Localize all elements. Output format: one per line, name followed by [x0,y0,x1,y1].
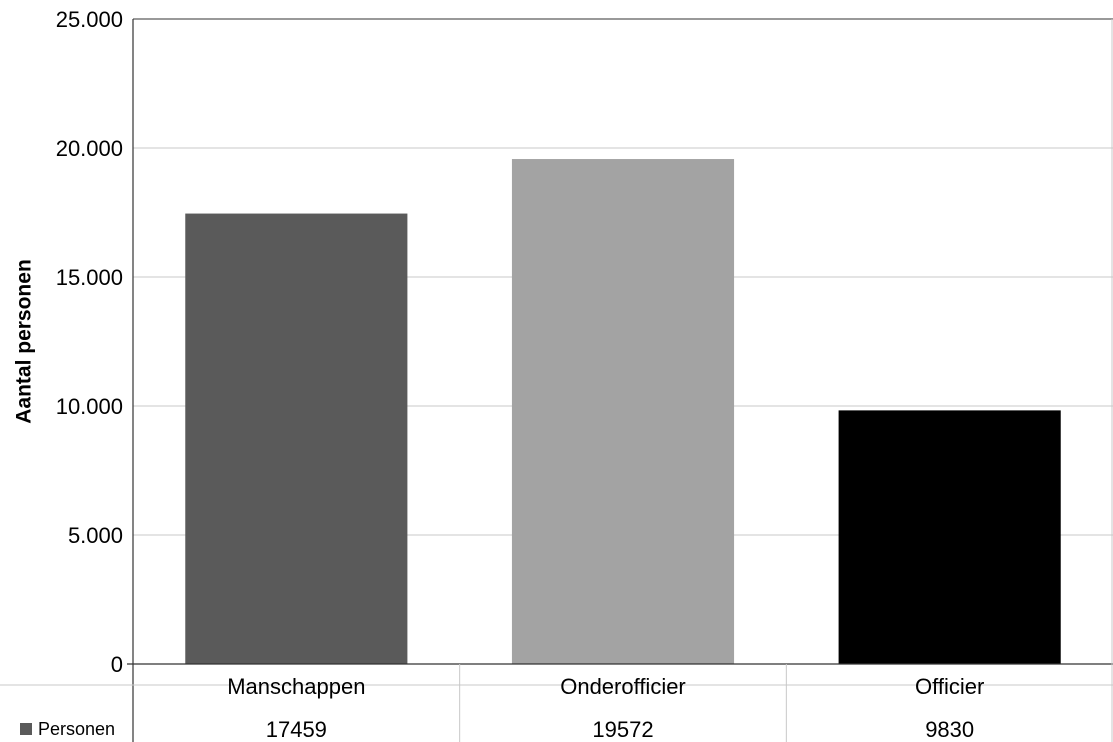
y-tick-labels: 0 5.000 10.000 15.000 20.000 25.000 [56,7,123,677]
data-table: Personen [20,719,115,739]
y-tick-label: 5.000 [68,523,123,548]
category-label: Officier [915,674,984,699]
value-label: 9830 [925,717,974,742]
bar-onderofficier [512,159,734,664]
y-tick-label: 25.000 [56,7,123,32]
value-label: 17459 [266,717,327,742]
value-labels: 17459 19572 9830 [266,717,974,742]
series-label: Personen [38,719,115,739]
category-label: Onderofficier [560,674,686,699]
legend-swatch [20,723,32,735]
y-tick-label: 0 [111,652,123,677]
value-label: 19572 [592,717,653,742]
bars [185,159,1060,664]
category-label: Manschappen [227,674,365,699]
y-tick-label: 20.000 [56,136,123,161]
bar-officier [839,410,1061,664]
y-tick-label: 10.000 [56,394,123,419]
category-labels: Manschappen Onderofficier Officier [227,674,984,699]
y-tick-label: 15.000 [56,265,123,290]
y-axis-label: Aantal personen [13,259,36,424]
bar-manschappen [185,214,407,664]
